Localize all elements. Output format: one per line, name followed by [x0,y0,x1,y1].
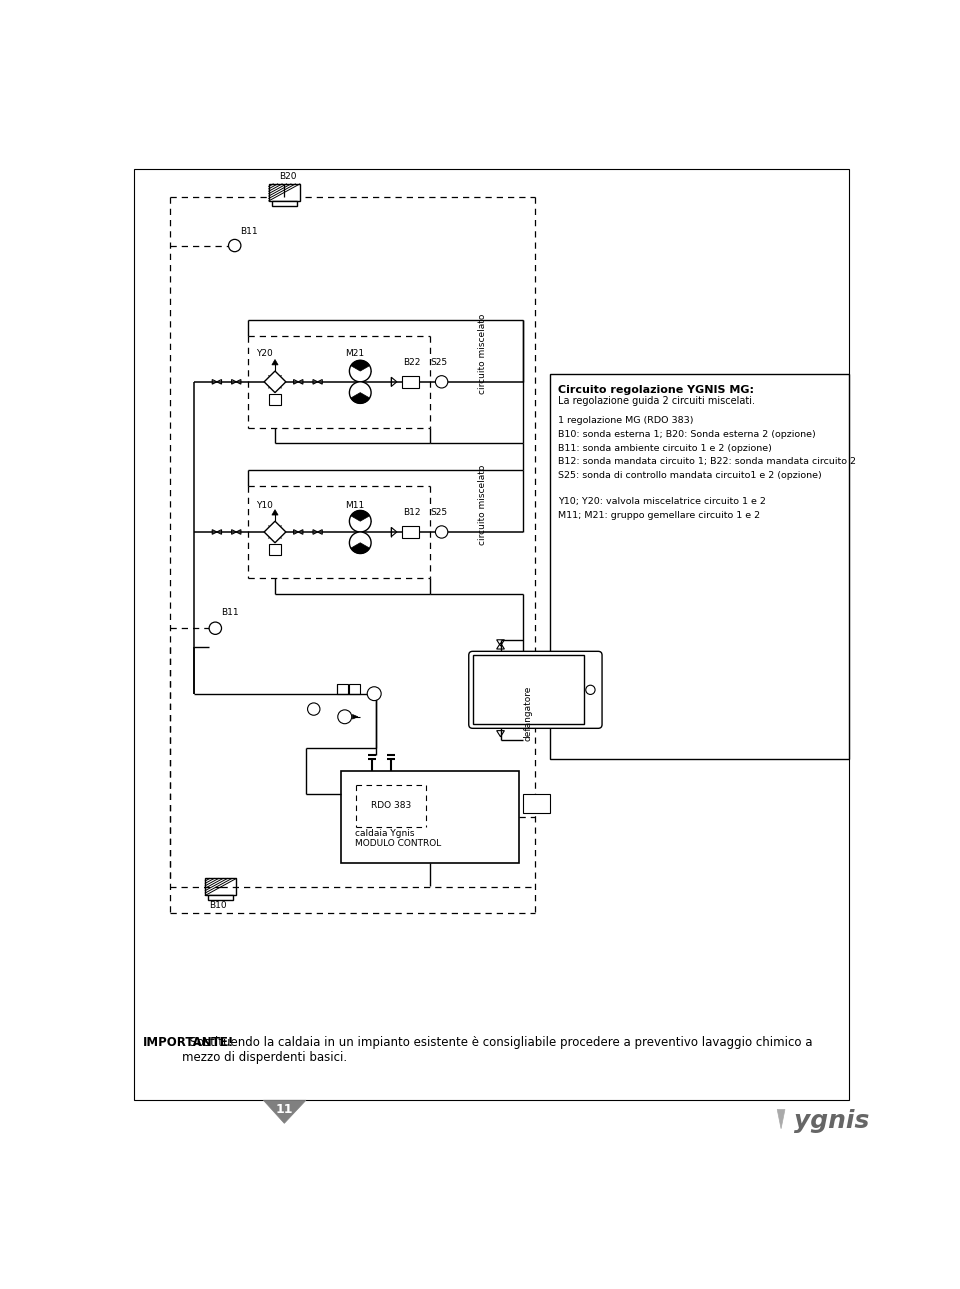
Text: ygnis: ygnis [794,1109,870,1133]
Polygon shape [272,360,278,365]
Circle shape [368,687,381,701]
Circle shape [436,526,447,538]
Circle shape [349,360,372,382]
Text: S25: S25 [430,358,447,367]
Polygon shape [350,393,370,403]
Text: Y10: Y10 [255,500,273,509]
Text: Sostituendo la caldaia in un impianto esistente è consigliabile procedere a prev: Sostituendo la caldaia in un impianto es… [182,1036,812,1065]
Polygon shape [263,1101,306,1123]
Text: Y10; Y20: valvola miscelatrice circuito 1 e 2: Y10; Y20: valvola miscelatrice circuito … [558,496,766,505]
Text: B11: B11 [240,227,257,236]
Bar [341,771,519,864]
Bar [269,394,281,405]
Text: MODULO CONTROL: MODULO CONTROL [355,839,441,848]
Text: 1 regolazione MG (RDO 383): 1 regolazione MG (RDO 383) [558,416,693,425]
Bar [269,544,281,556]
Text: La regolazione guida 2 circuiti miscelati.: La regolazione guida 2 circuiti miscelat… [558,396,755,406]
Polygon shape [272,509,278,516]
Bar [402,526,420,538]
Circle shape [338,710,351,723]
Bar [269,184,300,201]
Bar [337,684,348,693]
Text: M11: M11 [345,500,364,509]
Circle shape [349,510,372,532]
Bar [208,896,233,900]
Circle shape [349,382,372,403]
Bar [523,794,550,813]
Text: IMPORTANTE!: IMPORTANTE! [143,1036,234,1049]
Text: caldaia Ygnis: caldaia Ygnis [355,829,415,838]
Polygon shape [352,714,358,719]
Bar [402,375,420,388]
Text: B22: B22 [403,358,420,367]
Circle shape [436,375,447,388]
Text: B12: B12 [403,508,420,517]
Bar [349,684,360,693]
Text: Circuito regolazione YGNIS MG:: Circuito regolazione YGNIS MG: [558,384,754,394]
Circle shape [307,703,320,715]
Text: B10: sonda esterna 1; B20: Sonda esterna 2 (opzione): B10: sonda esterna 1; B20: Sonda esterna… [558,429,816,438]
FancyBboxPatch shape [468,651,602,728]
Text: B20: B20 [278,171,297,180]
Circle shape [349,532,372,553]
Bar [472,655,585,724]
Circle shape [228,240,241,251]
Text: B11: B11 [221,608,238,617]
Text: RDO 383: RDO 383 [372,800,412,809]
Text: S25: sonda di controllo mandata circuito1 e 2 (opzione): S25: sonda di controllo mandata circuito… [558,472,822,481]
Text: 11: 11 [276,1103,293,1116]
Circle shape [586,686,595,695]
Polygon shape [778,1110,785,1129]
Bar [205,879,236,896]
Text: B10: B10 [209,901,227,910]
Polygon shape [350,510,370,521]
Polygon shape [264,371,286,393]
Polygon shape [350,543,370,553]
Bar [550,374,849,759]
Polygon shape [350,361,370,371]
Text: S25: S25 [430,508,447,517]
Text: B12: sonda mandata circuito 1; B22: sonda mandata circuito 2: B12: sonda mandata circuito 1; B22: sond… [558,458,856,467]
Text: circuito miscelato: circuito miscelato [478,465,487,545]
Bar [272,201,297,205]
Text: defangatore: defangatore [524,686,533,741]
Polygon shape [264,521,286,543]
Text: B11: sonda ambiente circuito 1 e 2 (opzione): B11: sonda ambiente circuito 1 e 2 (opzi… [558,443,772,452]
Text: Y20: Y20 [255,349,273,358]
Circle shape [209,623,222,634]
Text: M21: M21 [345,349,364,358]
Text: circuito miscelato: circuito miscelato [478,313,487,393]
Text: M11; M21: gruppo gemellare circuito 1 e 2: M11; M21: gruppo gemellare circuito 1 e … [558,510,760,519]
